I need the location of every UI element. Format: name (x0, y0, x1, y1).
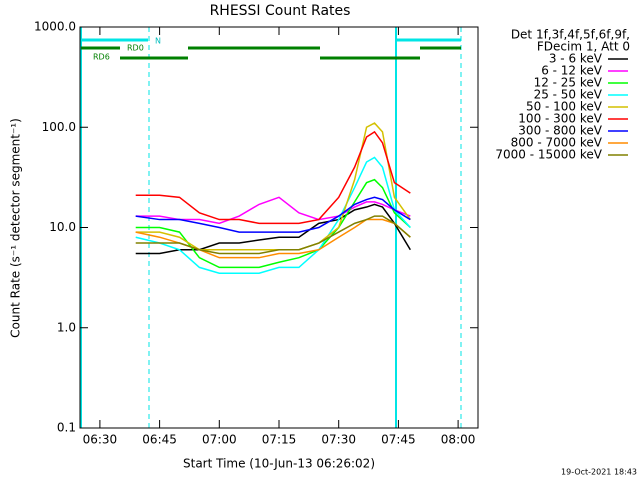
legend-label: 7000 - 15000 keV (495, 148, 602, 162)
legend-label: 300 - 800 keV (518, 124, 602, 138)
series-line (135, 156, 411, 274)
footer: 19-Oct-2021 18:43 (561, 468, 637, 477)
annotation: RD6 (93, 53, 110, 62)
legend-label: 50 - 100 keV (526, 100, 603, 114)
x-tick-label: 07:30 (321, 433, 356, 447)
series-line (135, 203, 411, 255)
legend-header: FDecim 1, Att 0 (537, 40, 630, 54)
x-tick-label: 06:45 (142, 433, 177, 447)
x-tick-label: 07:15 (262, 433, 297, 447)
legend-label: 12 - 25 keV (534, 76, 603, 90)
y-tick-label: 100.0 (42, 120, 76, 134)
x-tick-label: 08:00 (441, 433, 476, 447)
y-axis-label: Count Rate (s⁻¹ detector segment⁻¹) (9, 118, 23, 338)
series-line (135, 196, 411, 233)
x-tick-label: 07:00 (202, 433, 237, 447)
y-tick-label: 1000.0 (34, 20, 76, 34)
annotation: N (155, 37, 161, 46)
series-line (135, 130, 411, 225)
legend-label: 6 - 12 keV (541, 64, 603, 78)
legend-label: 100 - 300 keV (518, 112, 602, 126)
y-tick-label: 0.1 (57, 421, 76, 435)
chart-title: RHESSI Count Rates (210, 3, 351, 19)
series-line (135, 178, 411, 269)
x-tick-label: 06:30 (83, 433, 118, 447)
legend-header: Det 1f,3f,4f,5f,6f,9f, (511, 28, 630, 42)
y-tick-label: 10.0 (49, 220, 76, 234)
legend-label: 25 - 50 keV (534, 88, 603, 102)
x-axis-label: Start Time (10-Jun-13 06:26:02) (183, 457, 375, 471)
x-tick-label: 07:45 (381, 433, 416, 447)
series-line (135, 215, 411, 255)
annotation: RD0 (127, 44, 144, 53)
legend-label: 3 - 6 keV (549, 52, 603, 66)
series-line (135, 196, 411, 225)
legend-label: 800 - 7000 keV (511, 136, 603, 150)
y-tick-label: 1.0 (57, 320, 76, 334)
